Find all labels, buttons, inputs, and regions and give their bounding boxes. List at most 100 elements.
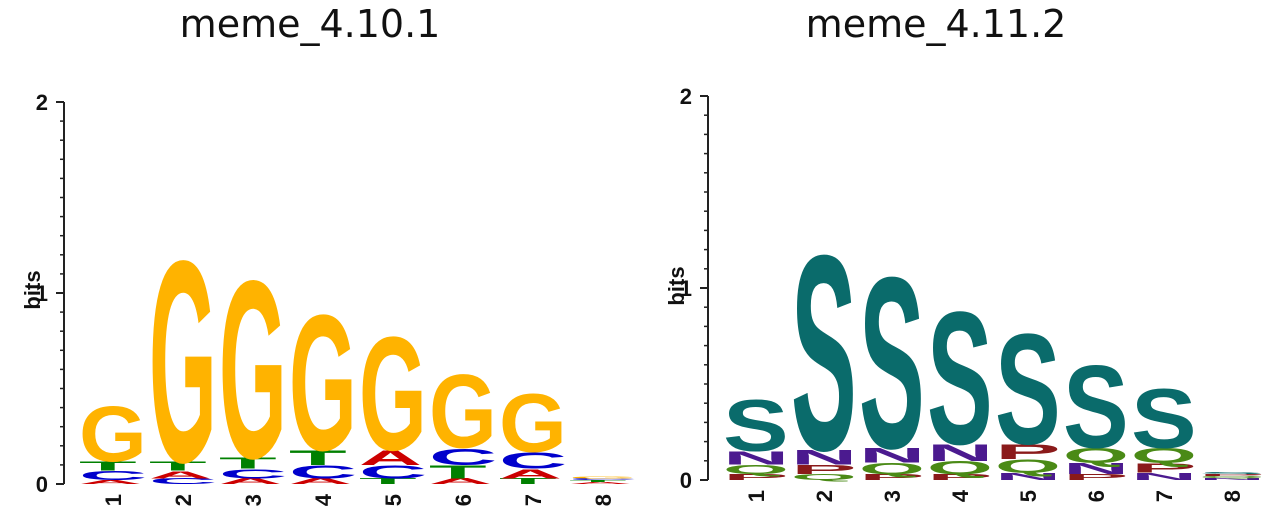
- y-tick-label: 2: [680, 84, 692, 109]
- logo-letter-G: G: [149, 203, 217, 521]
- logo-letter-P: P: [723, 473, 789, 482]
- logo-letter-S: S: [723, 385, 789, 467]
- x-tick-label: 4: [948, 489, 973, 502]
- logo-letter-G: G: [499, 377, 567, 470]
- logo-letter-C: C: [289, 462, 357, 482]
- logo-letter-G: G: [569, 476, 637, 479]
- y-axis-label: bits: [664, 266, 689, 305]
- logo-letter-N: N: [995, 470, 1061, 482]
- logo-letter-P: P: [995, 440, 1061, 463]
- logo-letter-G: G: [219, 229, 287, 513]
- logo-letter-Q: Q: [1199, 476, 1265, 479]
- logo-letter-A: A: [289, 477, 352, 486]
- x-tick-label: 3: [880, 490, 905, 502]
- logo-letter-S: S: [1199, 472, 1265, 475]
- logo-letter-T: T: [219, 455, 277, 472]
- logo-letter-C: C: [219, 467, 287, 482]
- logo-letter-C: C: [149, 477, 217, 486]
- logo-letter-Q: Q: [927, 458, 993, 478]
- y-tick-label: 0: [680, 468, 692, 493]
- logo-letter-A: A: [79, 479, 142, 485]
- x-tick-label: 7: [1152, 490, 1177, 502]
- logo-letter-P: P: [1199, 474, 1265, 477]
- logo-letter-G: G: [429, 354, 497, 470]
- logo-letter-N: N: [859, 444, 925, 467]
- logo-letter-N: N: [1199, 478, 1265, 481]
- logo-letter-S: S: [1063, 341, 1129, 474]
- logo-letter-A: A: [569, 482, 632, 485]
- logo-letter-P: P: [859, 473, 925, 482]
- logo-letter-S: S: [859, 226, 925, 500]
- x-tick-label: 3: [241, 494, 266, 506]
- logo-letter-A: A: [359, 446, 422, 469]
- chart-title-left: meme_4.10.1: [179, 2, 441, 46]
- logo-letter-N: N: [927, 440, 993, 467]
- x-tick-label: 8: [1220, 490, 1245, 502]
- logo-letter-A: A: [149, 469, 212, 481]
- logo-letter-S: S: [927, 272, 993, 484]
- logo-letter-A: A: [219, 477, 282, 486]
- y-tick-label: 2: [36, 90, 48, 115]
- logo-letter-P: P: [1063, 473, 1129, 482]
- y-axis-label: bits: [20, 270, 45, 309]
- logo-letter-A: A: [499, 467, 562, 481]
- logo-letter-Q: Q: [859, 460, 925, 478]
- logo-letter-Q: Q: [1063, 444, 1129, 468]
- x-tick-label: 1: [101, 494, 126, 506]
- logo-letter-C: C: [429, 444, 497, 470]
- logo-letter-S: S: [995, 301, 1061, 477]
- y-tick-label: 1: [36, 281, 48, 306]
- x-tick-label: 4: [311, 493, 336, 506]
- x-tick-label: 1: [744, 490, 769, 502]
- logo-letter-N: N: [791, 446, 857, 469]
- logo-letter-N: N: [723, 448, 789, 469]
- x-tick-label: 2: [812, 490, 837, 502]
- logo-letter-N: N: [1131, 470, 1197, 482]
- logo-plot-right: 012bitsPQNS1QPNS2PQNS3PQNS4NQPS5PNQS6NPQ…: [664, 84, 1265, 509]
- logo-letter-T: T: [149, 459, 207, 474]
- y-tick-label: 0: [36, 472, 48, 497]
- logo-letter-T: T: [429, 462, 487, 482]
- logo-letter-C: C: [569, 478, 637, 481]
- x-tick-label: 5: [1016, 490, 1041, 502]
- logo-letter-Q: Q: [723, 462, 789, 477]
- x-tick-label: 6: [1084, 490, 1109, 502]
- logo-letter-S: S: [791, 199, 857, 510]
- logo-letter-T: T: [499, 477, 557, 486]
- logo-letter-S: S: [1131, 372, 1197, 466]
- logo-letter-G: G: [79, 390, 147, 478]
- logo-letter-C: C: [359, 462, 427, 482]
- logo-letter-P: P: [1131, 460, 1197, 475]
- x-tick-label: 2: [171, 494, 196, 506]
- logo-letter-T: T: [79, 459, 137, 474]
- x-tick-label: 6: [451, 494, 476, 506]
- logo-letter-G: G: [289, 274, 357, 491]
- logo-letter-Q: Q: [1131, 444, 1197, 468]
- logo-letter-T: T: [569, 480, 627, 483]
- logo-letter-P: P: [927, 473, 993, 482]
- logo-letter-P: P: [791, 462, 857, 477]
- logo-letter-C: C: [79, 469, 147, 484]
- logo-plot-left: 012bitsACTG1CATG2ACTG3ACTG4TCAG5ATCG6TAC…: [20, 90, 637, 521]
- chart-title-right: meme_4.11.2: [805, 2, 1067, 46]
- logo-letter-T: T: [289, 446, 347, 469]
- logo-letter-Q: Q: [791, 473, 857, 482]
- x-tick-label: 8: [591, 494, 616, 506]
- logo-letter-C: C: [499, 448, 567, 474]
